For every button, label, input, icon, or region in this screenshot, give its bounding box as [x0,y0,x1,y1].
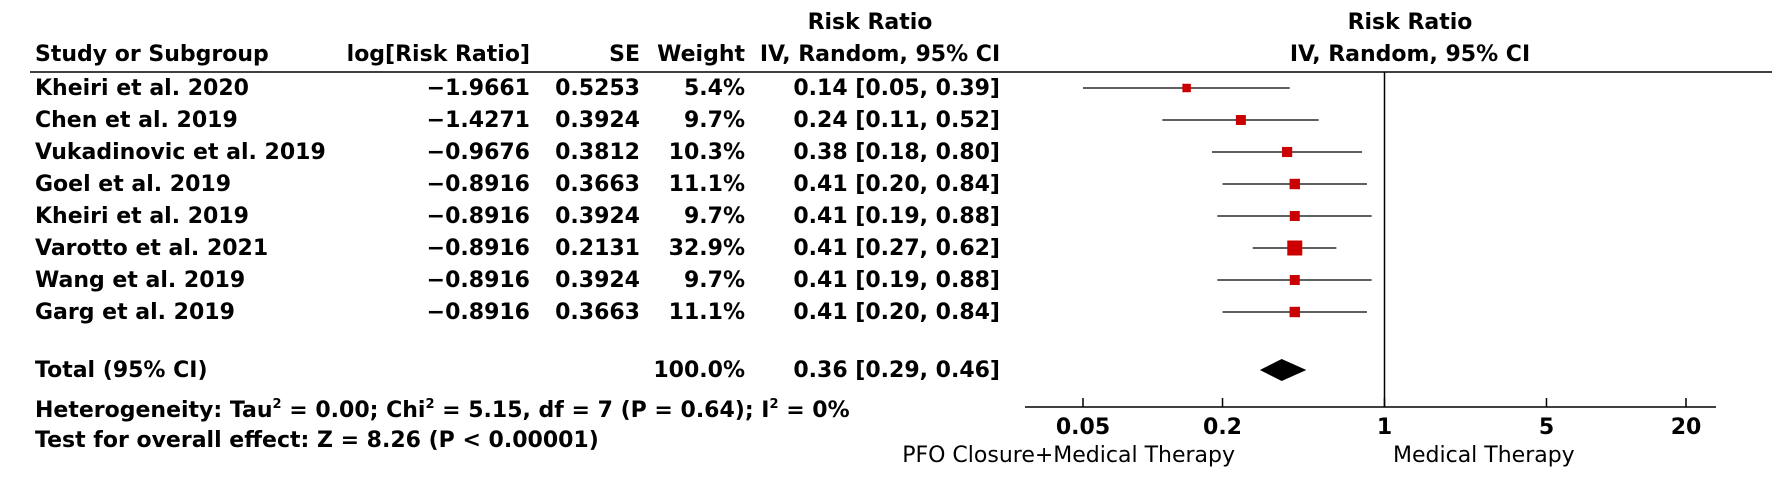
ci-value: 0.41 [0.20, 0.84] [793,300,1000,325]
weight-value: 11.1% [668,300,745,325]
logrr-value: −0.8916 [426,236,530,261]
x-tick-label: 0.2 [1203,415,1242,440]
study-name: Kheiri et al. 2019 [35,204,249,229]
se-value: 0.3924 [555,108,640,133]
study-name: Wang et al. 2019 [35,268,246,293]
study-name: Chen et al. 2019 [35,108,238,133]
ci-value: 0.38 [0.18, 0.80] [793,140,1000,165]
ci-value: 0.41 [0.27, 0.62] [793,236,1000,261]
study-marker [1182,83,1191,93]
weight-value: 10.3% [668,140,745,165]
weight-value: 9.7% [683,268,745,293]
x-tick-label: 5 [1539,415,1554,440]
se-value: 0.3812 [555,140,640,165]
total-label: Total (95% CI) [35,358,208,383]
logrr-value: −1.4271 [426,108,530,133]
plot-title: Risk Ratio [1347,10,1473,35]
se-value: 0.2131 [555,236,640,261]
study-marker [1289,275,1300,285]
overall-effect-text: Test for overall effect: Z = 8.26 (P < 0… [35,428,599,453]
right-direction-label: Medical Therapy [1393,443,1575,468]
study-marker [1289,211,1300,221]
study-name: Kheiri et al. 2020 [35,76,249,101]
logrr-value: −0.8916 [426,172,530,197]
study-name: Garg et al. 2019 [35,300,235,325]
plot-subtitle: IV, Random, 95% CI [1289,42,1531,67]
ci-value: 0.14 [0.05, 0.39] [793,76,1000,101]
ci-value: 0.24 [0.11, 0.52] [793,108,1000,133]
study-marker [1282,146,1293,158]
x-tick-label: 0.05 [1056,415,1110,440]
x-tick-label: 1 [1377,415,1392,440]
heterogeneity-text: Heterogeneity: Tau2 = 0.00; Chi2 = 5.15,… [35,397,850,423]
se-value: 0.3924 [555,268,640,293]
study-marker [1235,115,1246,125]
se-value: 0.5253 [555,76,640,101]
logrr-column-header: log[Risk Ratio] [346,42,530,67]
study-marker [1289,306,1300,318]
se-value: 0.3663 [555,300,640,325]
se-column-header: SE [609,42,640,67]
study-marker [1289,178,1300,190]
rr-column-title: Risk Ratio [807,10,933,35]
study-name: Vukadinovic et al. 2019 [35,140,326,165]
rr-column-subtitle: IV, Random, 95% CI [759,42,1001,67]
weight-value: 9.7% [683,108,745,133]
total-weight: 100.0% [653,358,745,383]
ci-value: 0.41 [0.20, 0.84] [793,172,1000,197]
ci-value: 0.41 [0.19, 0.88] [793,204,1000,229]
study-name: Varotto et al. 2021 [35,236,269,261]
weight-column-header: Weight [657,42,745,67]
se-value: 0.3924 [555,204,640,229]
weight-value: 5.4% [683,76,745,101]
x-tick-label: 20 [1671,415,1702,440]
weight-value: 9.7% [683,204,745,229]
study-name: Goel et al. 2019 [35,172,232,197]
logrr-value: −0.8916 [426,300,530,325]
left-direction-label: PFO Closure+Medical Therapy [902,443,1235,468]
study-marker [1287,240,1303,256]
weight-value: 32.9% [668,236,745,261]
logrr-value: −0.8916 [426,204,530,229]
study-column-header: Study or Subgroup [35,42,269,67]
logrr-value: −1.9661 [426,76,530,101]
logrr-value: −0.9676 [426,140,530,165]
se-value: 0.3663 [555,172,640,197]
logrr-value: −0.8916 [426,268,530,293]
ci-value: 0.41 [0.19, 0.88] [793,268,1000,293]
total-ci: 0.36 [0.29, 0.46] [793,358,1000,383]
total-diamond [1259,359,1307,381]
weight-value: 11.1% [668,172,745,197]
